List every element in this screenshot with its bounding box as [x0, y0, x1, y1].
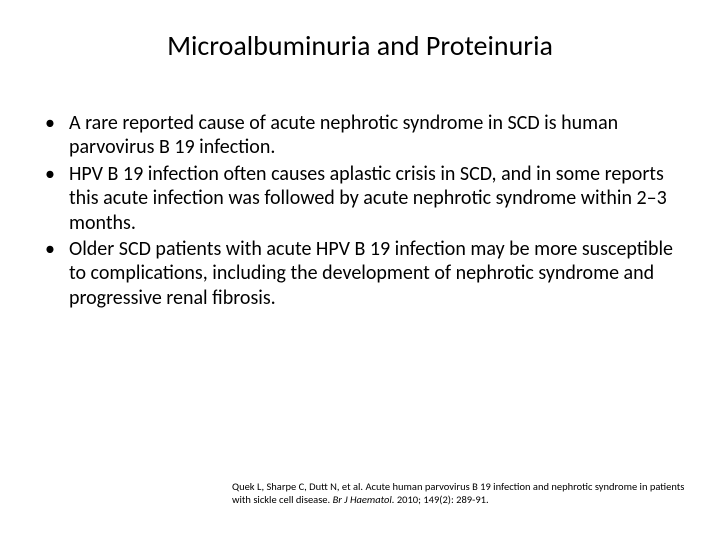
bullet-text: HPV B 19 infection often causes aplastic…: [69, 162, 680, 235]
bullet-list: • A rare reported cause of acute nephrot…: [0, 73, 720, 310]
slide-title: Microalbuminuria and Proteinuria: [0, 0, 720, 73]
bullet-text: A rare reported cause of acute nephrotic…: [69, 111, 680, 160]
bullet-text: Older SCD patients with acute HPV B 19 i…: [69, 237, 680, 310]
bullet-marker: •: [45, 162, 55, 186]
citation-yearvol: 2010; 149(2): 289-91.: [397, 493, 489, 506]
bullet-marker: •: [45, 237, 55, 261]
bullet-marker: •: [45, 111, 55, 135]
bullet-item: • Older SCD patients with acute HPV B 19…: [45, 237, 680, 310]
citation-journal: Br J Haematol.: [333, 493, 395, 506]
citation: Quek L, Sharpe C, Dutt N, et al. Acute h…: [232, 480, 690, 506]
bullet-item: • HPV B 19 infection often causes aplast…: [45, 162, 680, 235]
citation-authors: Quek L, Sharpe C, Dutt N, et al.: [232, 480, 363, 493]
bullet-item: • A rare reported cause of acute nephrot…: [45, 111, 680, 160]
